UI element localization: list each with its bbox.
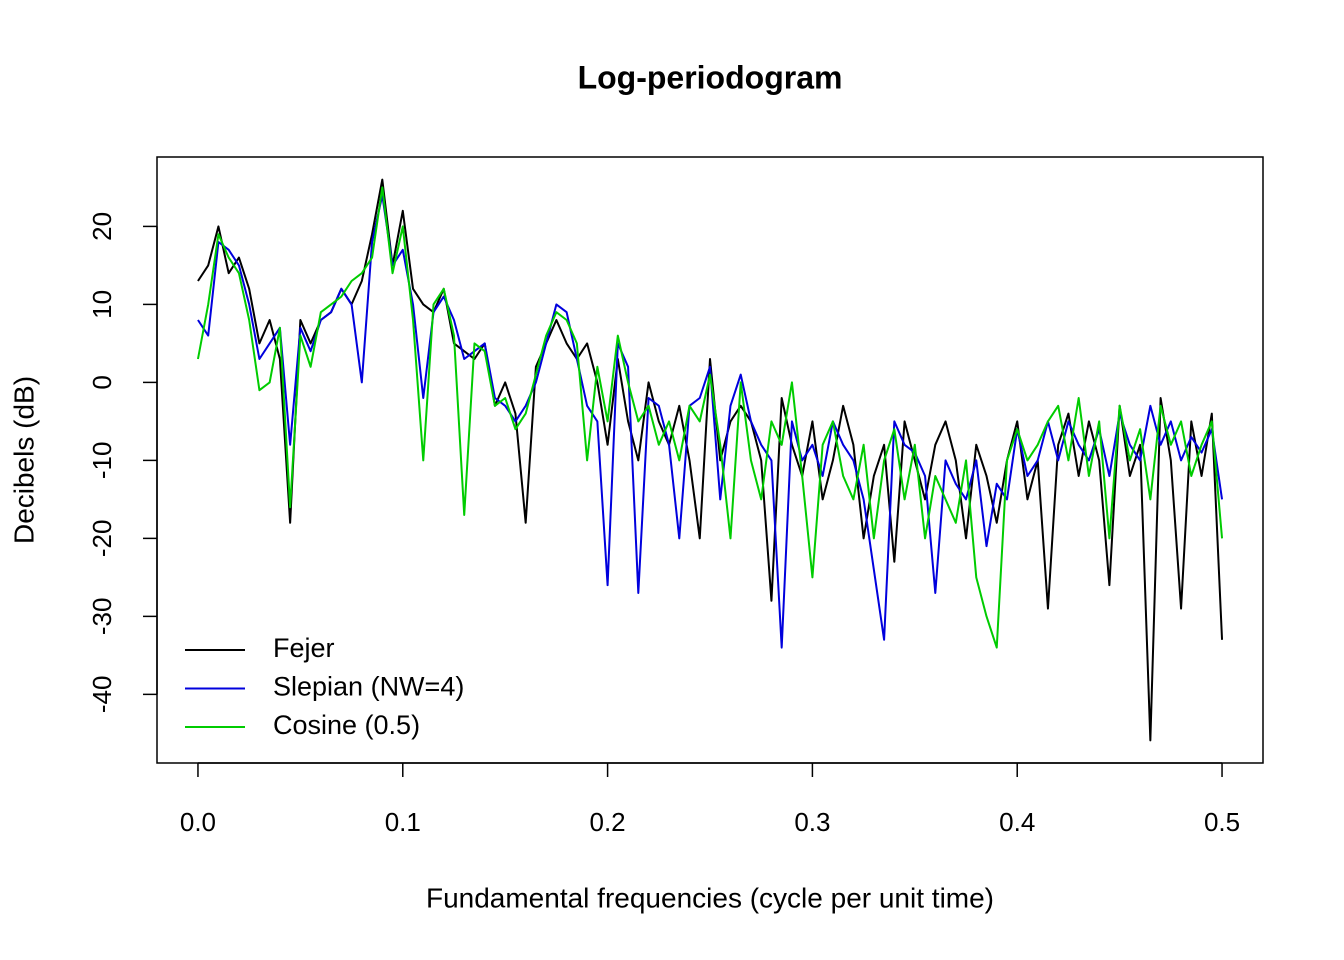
x-tick-label: 0.1 bbox=[385, 807, 421, 837]
legend-label: Slepian (NW=4) bbox=[273, 672, 464, 702]
series-line bbox=[197, 194, 1224, 649]
y-axis-title: Decibels (dB) bbox=[8, 376, 39, 544]
y-tick-label: 0 bbox=[87, 375, 117, 389]
x-tick-label: 0.0 bbox=[180, 807, 216, 837]
x-tick-label: 0.4 bbox=[999, 807, 1035, 837]
y-tick-label: -10 bbox=[87, 442, 117, 480]
series-line bbox=[197, 178, 1224, 742]
legend-label: Fejer bbox=[273, 633, 335, 663]
legend-label: Cosine (0.5) bbox=[273, 710, 420, 740]
chart-title: Log-periodogram bbox=[578, 59, 843, 95]
x-tick-label: 0.5 bbox=[1204, 807, 1240, 837]
x-tick-label: 0.2 bbox=[590, 807, 626, 837]
y-tick-label: 10 bbox=[87, 290, 117, 319]
y-tick-label: -40 bbox=[87, 676, 117, 714]
series-line bbox=[196, 186, 1224, 649]
y-tick-label: -30 bbox=[87, 598, 117, 636]
x-axis-title: Fundamental frequencies (cycle per unit … bbox=[426, 882, 994, 913]
y-tick-label: -20 bbox=[87, 520, 117, 558]
y-tick-label: 20 bbox=[87, 212, 117, 241]
x-tick-label: 0.3 bbox=[794, 807, 830, 837]
